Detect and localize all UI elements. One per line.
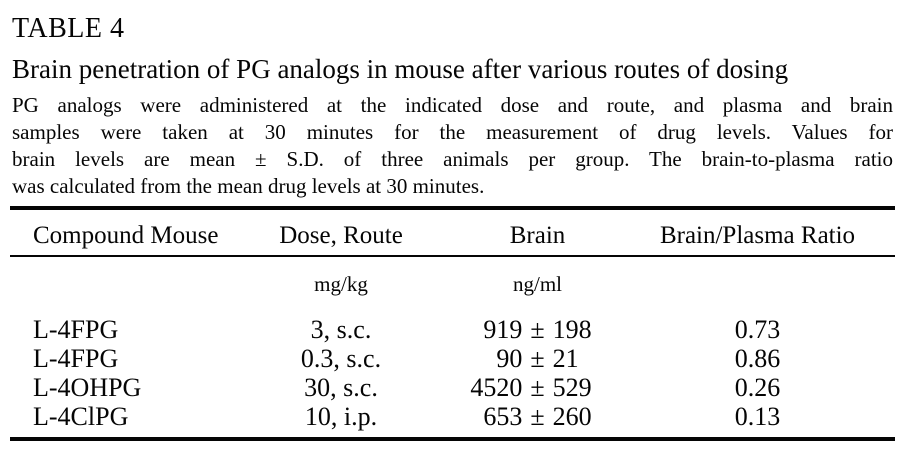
caption-line: brain levels are mean ± S.D. of three an…: [12, 147, 893, 171]
cell-brain-plasma-ratio: 0.26: [734, 373, 781, 402]
column-header-dose-route: Dose, Route: [279, 222, 403, 249]
brain-sd: 529: [552, 373, 592, 402]
cell-compound: L-4ClPG: [33, 402, 129, 431]
brain-sd: 21: [552, 344, 579, 373]
caption-line: PG analogs were administered at the indi…: [12, 93, 893, 117]
brain-mean: 4520: [470, 373, 523, 402]
cell-brain-plasma-ratio: 0.86: [734, 344, 781, 373]
caption-line: was calculated from the mean drug levels…: [12, 174, 485, 198]
column-header-brain-plasma-ratio: Brain/Plasma Ratio: [659, 222, 856, 249]
brain-sd: 260: [552, 402, 592, 431]
column-header-brain: Brain: [509, 222, 566, 249]
cell-dose-route: 3, s.c.: [310, 315, 372, 344]
cell-brain-level: 4520 ± 529: [455, 373, 620, 402]
plus-minus-sign: ±: [530, 373, 545, 402]
data-table: Compound Mouse Dose, Route Brain Brain/P…: [10, 206, 895, 441]
cell-dose-route: 10, i.p.: [304, 402, 378, 431]
brain-mean: 653: [483, 402, 523, 431]
table-body: L-4FPG 3, s.c. 919 ± 198 0.73 L-4FPG 0.3…: [10, 303, 895, 437]
plus-minus-sign: ±: [530, 344, 545, 373]
table-row: L-4OHPG 30, s.c. 4520 ± 529 0.26: [10, 373, 895, 402]
cell-brain-level: 653 ± 260: [455, 402, 620, 431]
cell-brain-plasma-ratio: 0.13: [734, 402, 781, 431]
table-header-row: Compound Mouse Dose, Route Brain Brain/P…: [10, 210, 895, 257]
table-caption: PG analogs were administered at the indi…: [12, 92, 893, 200]
plus-minus-sign: ±: [530, 402, 545, 431]
table-row: L-4FPG 3, s.c. 919 ± 198 0.73: [10, 315, 895, 344]
table-units-row: mg/kg ng/ml: [10, 257, 895, 303]
cell-brain-level: 919 ± 198: [455, 315, 620, 344]
brain-mean: 919: [483, 315, 523, 344]
cell-compound: L-4FPG: [33, 344, 119, 373]
units-dose: mg/kg: [314, 272, 368, 296]
table-row: L-4FPG 0.3, s.c. 90 ± 21 0.86: [10, 344, 895, 373]
table-row: L-4ClPG 10, i.p. 653 ± 260 0.13: [10, 402, 895, 431]
brain-sd: 198: [552, 315, 592, 344]
table-number-label: TABLE 4: [12, 13, 125, 44]
cell-dose-route: 0.3, s.c.: [300, 344, 382, 373]
cell-brain-level: 90 ± 21: [455, 344, 620, 373]
brain-mean: 90: [496, 344, 523, 373]
column-header-compound: Compound Mouse: [33, 222, 219, 249]
units-brain: ng/ml: [512, 272, 562, 296]
cell-compound: L-4FPG: [33, 315, 119, 344]
plus-minus-sign: ±: [530, 315, 545, 344]
table-title: Brain penetration of PG analogs in mouse…: [12, 54, 789, 84]
cell-dose-route: 30, s.c.: [304, 373, 378, 402]
cell-compound: L-4OHPG: [33, 373, 142, 402]
caption-line: samples were taken at 30 minutes for the…: [12, 120, 893, 144]
cell-brain-plasma-ratio: 0.73: [734, 315, 781, 344]
